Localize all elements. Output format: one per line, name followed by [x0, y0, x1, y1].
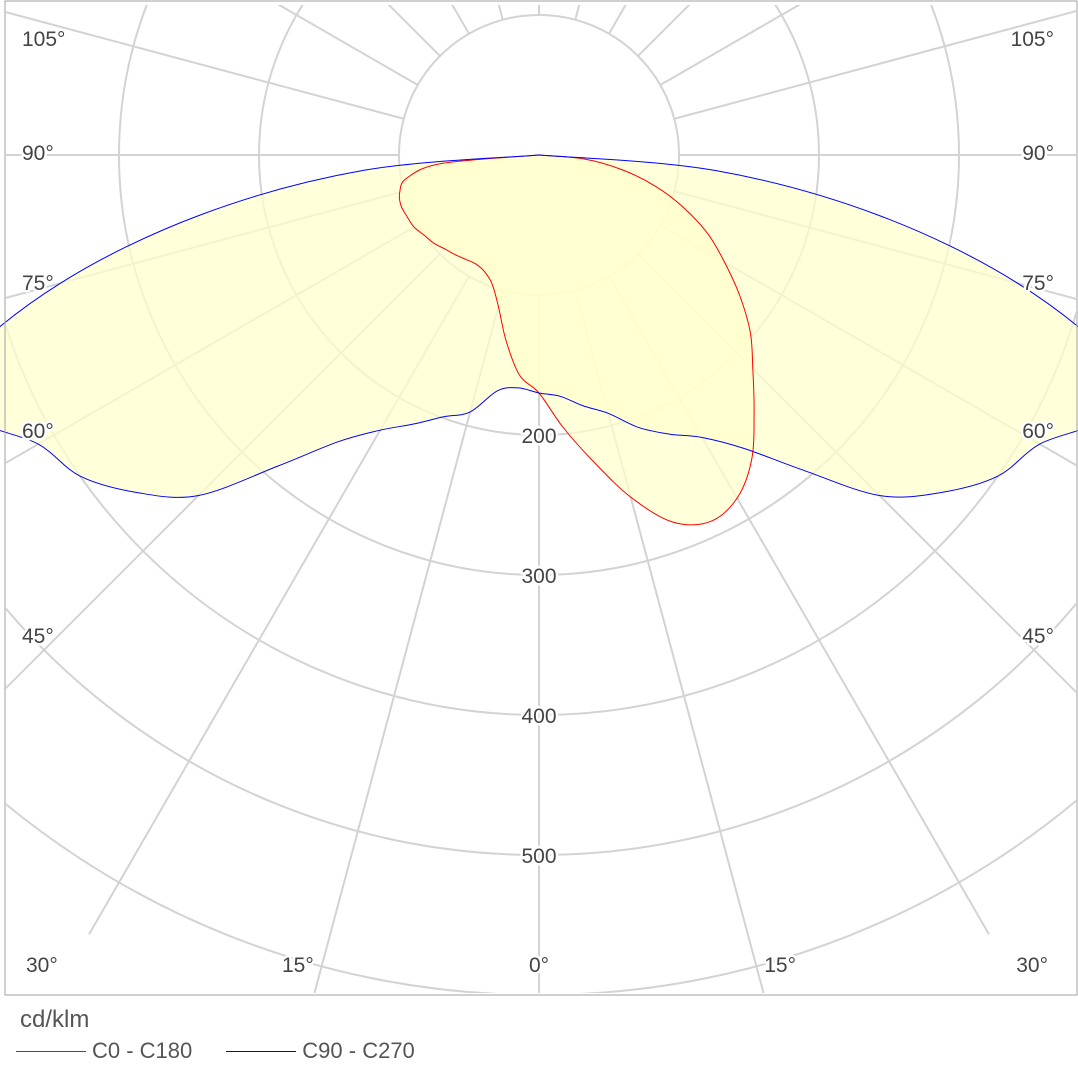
series-curve-1: [0, 154, 1078, 498]
angle-label-right-2: 75°: [1022, 272, 1054, 295]
grid-ray-240: [277, 5, 419, 86]
legend-item-c0-c180: C0 - C180: [16, 1038, 192, 1064]
legend: cd/klm C0 - C180 C90 - C270: [16, 1006, 449, 1064]
angle-label-left-4: 45°: [22, 625, 54, 648]
legend-swatch-blue: [226, 1050, 297, 1052]
angle-label-right-5: 30°: [1016, 954, 1048, 977]
angle-label-center: 0°: [529, 954, 549, 977]
unit-label: cd/klm: [20, 1006, 90, 1033]
grid-ray-105: [673, 10, 1076, 120]
angle-label-left-0: 105°: [22, 28, 65, 51]
grid-ray-120: [659, 5, 801, 86]
angle-label-right-6: 15°: [764, 954, 796, 977]
legend-label-c0-c180: C0 - C180: [92, 1038, 193, 1063]
grid-ray-255: [6, 11, 405, 120]
angle-label-right-3: 60°: [1022, 420, 1054, 443]
intensity-curves: [0, 154, 1078, 526]
chart-border: [4, 0, 1078, 996]
angle-label-left-5: 30°: [26, 954, 58, 977]
radial-tick-label-200: 200: [521, 425, 556, 448]
radial-tick-label-400: 400: [521, 705, 556, 728]
radial-tick-label-500: 500: [521, 845, 556, 868]
legend-row: C0 - C180 C90 - C270: [16, 1038, 449, 1064]
intensity-fill: [0, 155, 1078, 525]
legend-swatch-red: [16, 1050, 86, 1052]
angle-label-right-0: 105°: [1011, 28, 1054, 51]
angle-label-right-4: 45°: [1022, 625, 1054, 648]
angle-label-left-1: 90°: [22, 142, 54, 165]
radial-tick-label-300: 300: [521, 565, 556, 588]
angle-label-left-6: 15°: [282, 954, 314, 977]
grid-ray-195: [497, 5, 504, 21]
series-fill-1: [0, 155, 1078, 498]
axis-labels: 200 300 400 500 105° 90° 75° 60° 45° 30° 15° 105° 90…: [20, 26, 1057, 980]
angle-label-left-3: 60°: [22, 420, 54, 443]
angle-label-left-2: 75°: [22, 272, 54, 295]
grid-ray-165: [574, 5, 581, 21]
grid-ray-345: [313, 289, 504, 993]
angle-label-right-1: 90°: [1022, 142, 1054, 165]
legend-label-c90-c270: C90 - C270: [302, 1038, 415, 1063]
legend-item-c90-c270: C90 - C270: [226, 1038, 415, 1064]
